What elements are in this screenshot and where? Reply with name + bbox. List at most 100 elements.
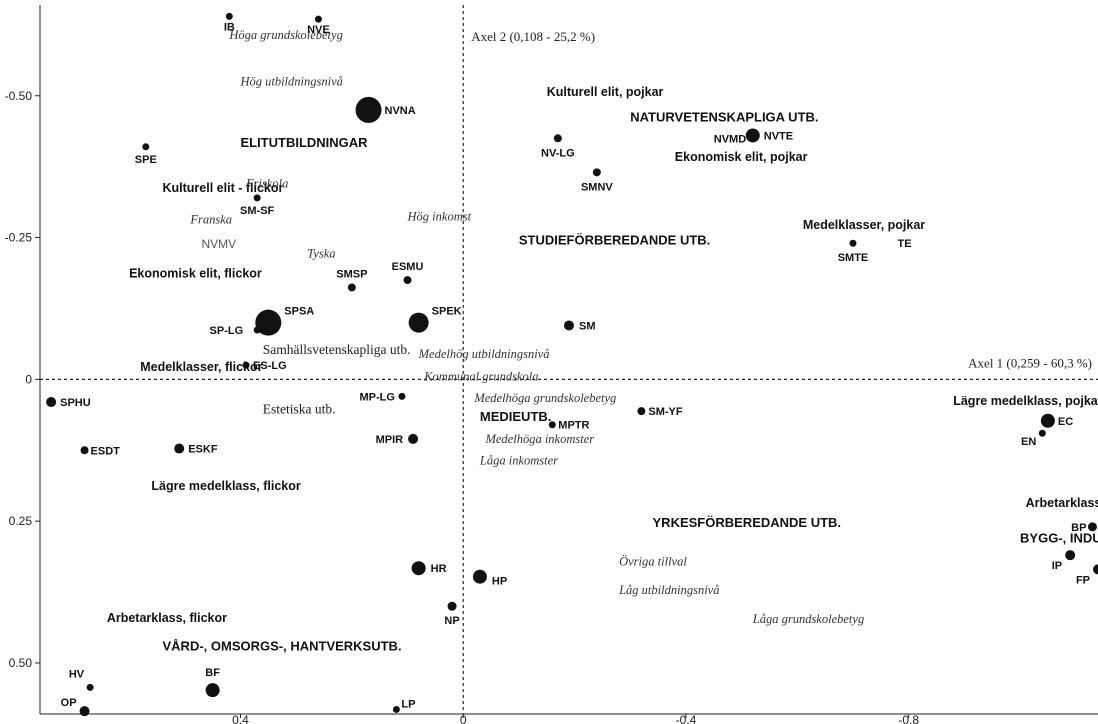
point-label-nv-lg: NV-LG xyxy=(541,147,575,159)
annotation-nvmv: NVMV xyxy=(201,237,236,251)
point-label-en: EN xyxy=(1021,436,1036,448)
point-hp xyxy=(472,569,487,584)
annotation-tyska: Tyska xyxy=(307,246,335,260)
annotation-medelhog-utbildningsniva: Medelhög utbildningsnivå xyxy=(418,347,550,361)
point-lp xyxy=(392,705,400,713)
point-bf xyxy=(205,683,220,698)
point-label-nvna: NVNA xyxy=(385,105,416,117)
point-label-hr: HR xyxy=(431,563,447,575)
point-label-smte: SMTE xyxy=(838,252,869,264)
point-label-eskf: ESKF xyxy=(188,444,218,456)
point-sphu xyxy=(46,397,57,408)
point-label-lp: LP xyxy=(401,698,415,710)
point-label-es-lg: ES-LG xyxy=(253,360,287,372)
annotation-hog-utbildningsniva: Hög utbildningsnivå xyxy=(239,75,342,89)
point-label-esmu: ESMU xyxy=(392,261,424,273)
x-tick-label: 0 xyxy=(460,713,467,724)
point-nvna xyxy=(355,96,382,123)
point-sm-sf xyxy=(253,194,261,202)
point-np xyxy=(447,601,457,611)
y-axis-title: Axel 2 (0,108 - 25,2 %) xyxy=(471,29,595,44)
y-tick-label: -0.50 xyxy=(5,89,33,103)
y-tick-label: 0.25 xyxy=(9,514,33,528)
annotation-arbetarklass-flickor: Arbetarklass, flickor xyxy=(107,611,227,625)
point-label-sp-lg: SP-LG xyxy=(210,325,244,337)
point-nv-lg xyxy=(553,134,562,143)
point-label-hp: HP xyxy=(492,576,507,588)
point-label-ib: IB xyxy=(224,21,235,33)
point-label-sm: SM xyxy=(579,320,596,332)
point-label-ip: IP xyxy=(1052,560,1062,572)
point-en xyxy=(1038,429,1046,437)
x-tick-label: 0.4 xyxy=(232,713,249,724)
annotation-lagre-medelklass-pojkar: Lägre medelklass, pojkar xyxy=(953,394,1098,408)
point-mpir xyxy=(408,433,419,444)
point-eskf xyxy=(174,443,185,454)
point-fp xyxy=(1093,564,1098,575)
points-layer: IB NVENVNASPENV-LGNVTESMNVSM-SFSMTESMSPES… xyxy=(46,12,1098,717)
annotation-layer: Höga grundskolebetyg Hög utbildningsnivå K… xyxy=(107,28,1098,653)
point-mp-lg xyxy=(398,392,406,400)
point-sm xyxy=(564,320,574,331)
x-tick-label: -0.8 xyxy=(898,713,919,724)
point-spe xyxy=(142,143,150,151)
point-label-hv: HV xyxy=(69,668,85,680)
point-smte xyxy=(849,239,857,247)
annotation-nvmd: NVMD xyxy=(714,133,746,145)
annotation-hoga-grundskolebetyg: Höga grundskolebetyg xyxy=(228,28,343,42)
annotation-yrkesforberedande-utb: YRKESFÖRBEREDANDE UTB. xyxy=(653,515,842,530)
annotation-hog-inkomst: Hög inkomst xyxy=(407,210,472,224)
annotation-franska: Franska xyxy=(189,212,232,226)
annotation-studieforberedande-utb: STUDIEFÖRBEREDANDE UTB. xyxy=(519,232,710,247)
annotation-kulturell-elit-flickor: Kulturell elit - flickor xyxy=(163,181,284,195)
annotation-lag-utbildningsniva: Låg utbildningsnivå xyxy=(618,583,719,597)
point-ip xyxy=(1065,550,1076,561)
point-smnv xyxy=(592,168,601,177)
point-label-mp-lg: MP-LG xyxy=(359,391,394,403)
point-mptr xyxy=(548,421,556,429)
point-esdt xyxy=(80,446,89,455)
point-spsa xyxy=(255,309,282,336)
annotation-ekonomisk-elit-flickor: Ekonomisk elit, flickor xyxy=(129,266,262,280)
point-label-sm-sf: SM-SF xyxy=(240,205,275,217)
annotation-arbetarklass-pojkar: Arbetarklass, pojkar xyxy=(1026,496,1098,510)
point-label-mptr: MPTR xyxy=(558,420,589,432)
point-label-spe: SPE xyxy=(135,154,157,166)
annotation-laga-grundskolebetyg: Låga grundskolebetyg xyxy=(752,612,864,626)
annotation-laga-inkomster: Låga inkomster xyxy=(479,453,558,467)
point-label-bp: BP xyxy=(1071,522,1086,534)
point-label-spek: SPEK xyxy=(432,306,462,318)
point-label-sphu: SPHU xyxy=(60,397,91,409)
annotation-naturvetenskapliga-utb: NATURVETENSKAPLIGA UTB. xyxy=(630,109,818,124)
point-sp-lg xyxy=(253,326,261,334)
point-label-ec: EC xyxy=(1058,416,1073,428)
y-tick-label: 0 xyxy=(25,372,32,386)
point-label-smsp: SMSP xyxy=(336,268,367,280)
point-label-np: NP xyxy=(444,615,459,627)
point-hr xyxy=(411,561,426,576)
point-smsp xyxy=(347,283,356,292)
annotation-medieutb: MEDIEUTB. xyxy=(480,409,552,424)
annotation-estetiska-utb: Estetiska utb. xyxy=(263,401,336,416)
annotation-kulturell-elit-pojkar: Kulturell elit, pojkar xyxy=(547,85,664,99)
x-tick-label: -0.4 xyxy=(676,713,697,724)
point-label-op: OP xyxy=(61,697,77,709)
annotation-medelhoga-grundskolebetyg: Medelhöga grundskolebetyg xyxy=(473,391,616,405)
y-tick-label: 0.50 xyxy=(9,656,33,670)
point-label-spsa: SPSA xyxy=(284,306,314,318)
point-es-lg xyxy=(242,361,250,369)
x-axis-title: Axel 1 (0,259 - 60,3 %) xyxy=(968,355,1092,370)
point-sm-yf xyxy=(637,407,646,416)
point-ec xyxy=(1040,413,1055,428)
point-spek xyxy=(408,312,429,333)
annotation-medelhoga-inkomster: Medelhöga inkomster xyxy=(484,432,594,446)
annotation-vard-omsorgs-hantverksutb: VÅRD-, OMSORGS-, HANTVERKSUTB. xyxy=(163,638,402,653)
annotation-ovriga-tillval: Övriga tillval xyxy=(619,553,687,568)
point-label-smnv: SMNV xyxy=(581,181,613,193)
point-op xyxy=(79,706,90,717)
annotation-lagre-medelklass-flickor: Lägre medelklass, flickor xyxy=(151,479,301,493)
point-nvte xyxy=(745,128,760,143)
point-hv xyxy=(86,683,94,691)
axes: -0.50 -0.25 0 0.25 0.50 0.4 0 -0.4 -0.8 xyxy=(5,5,1098,724)
point-label-mpir: MPIR xyxy=(376,434,404,446)
